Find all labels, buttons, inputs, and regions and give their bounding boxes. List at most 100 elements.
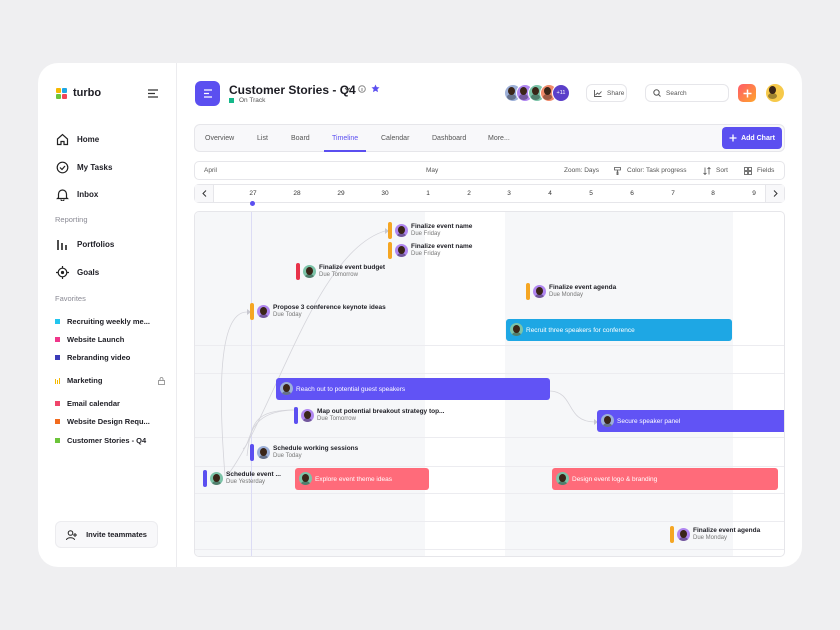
sidebar-item-label: My Tasks <box>77 162 113 172</box>
tab-overview[interactable]: Overview <box>205 135 235 142</box>
milestone-marker <box>250 444 254 461</box>
sidebar-item-my-tasks[interactable]: My Tasks <box>56 161 112 174</box>
day-label: 28 <box>293 190 301 197</box>
project-icon[interactable] <box>195 81 220 106</box>
favorite-label: Rebranding video <box>67 353 131 362</box>
sidebar-item-home[interactable]: Home <box>56 133 99 146</box>
sidebar-item-goals[interactable]: Goals <box>56 265 99 279</box>
task-title: Schedule working sessions <box>273 445 359 452</box>
sidebar-item-inbox[interactable]: Inbox <box>56 188 98 201</box>
chevron-right-icon <box>773 190 778 197</box>
target-icon <box>56 265 69 279</box>
menu-icon[interactable] <box>148 89 159 98</box>
bell-icon <box>56 189 69 201</box>
task-due: Due Friday <box>411 231 441 237</box>
task-due: Due Tomorrow <box>319 272 358 278</box>
assignee-avatar <box>556 472 569 485</box>
more-members-badge[interactable]: +11 <box>552 84 570 102</box>
share-button[interactable]: Share <box>586 84 627 102</box>
member-avatars[interactable]: +11 <box>504 84 584 102</box>
row-divider <box>195 549 784 550</box>
task-title: Propose 3 conference keynote ideas <box>273 304 386 311</box>
favorite-item[interactable]: Marketing <box>55 376 165 385</box>
logo[interactable]: turbo <box>56 87 101 99</box>
chevron-down-icon[interactable] <box>344 87 351 92</box>
zoom-dropdown[interactable]: Zoom: Days <box>564 167 600 174</box>
milestone-marker <box>203 470 207 487</box>
task-bar[interactable]: Design event logo & branding <box>552 468 778 490</box>
tab-calendar[interactable]: Calendar <box>381 135 410 142</box>
search-input[interactable]: Search <box>645 84 729 102</box>
day-label: 7 <box>671 190 675 197</box>
user-avatar[interactable] <box>766 84 784 102</box>
color-dropdown[interactable]: Color: Task progress <box>627 167 687 174</box>
favorite-label: Website Design Requ... <box>67 417 150 426</box>
plus-icon <box>743 89 751 97</box>
today-line <box>251 212 252 556</box>
star-icon[interactable] <box>371 84 380 93</box>
color-dot <box>55 355 60 360</box>
plus-icon <box>729 134 737 142</box>
day-label: 3 <box>507 190 511 197</box>
status-text: On Track <box>239 97 266 104</box>
tab-timeline[interactable]: Timeline <box>324 125 367 152</box>
task-title: Finalize event agenda <box>549 284 617 291</box>
favorite-item[interactable]: Website Design Requ... <box>55 417 165 426</box>
day-label: 27 <box>249 190 257 197</box>
share-icon <box>594 89 602 97</box>
assignee-avatar <box>533 285 546 298</box>
add-chart-button[interactable]: Add Chart <box>722 127 782 149</box>
task-bar[interactable]: Reach out to potential guest speakers <box>276 378 550 400</box>
search-placeholder: Search <box>666 89 687 97</box>
favorite-item[interactable]: Rebranding video <box>55 353 165 362</box>
assignee-avatar <box>601 414 614 427</box>
assignee-avatar <box>257 305 270 318</box>
row-divider <box>195 373 784 374</box>
create-button[interactable] <box>738 84 756 102</box>
color-dot <box>55 401 60 406</box>
day-label: 30 <box>381 190 389 197</box>
sidebar-item-portfolios[interactable]: Portfolios <box>56 238 114 251</box>
sidebar-item-label: Portfolios <box>77 240 115 249</box>
task-bar[interactable]: Explore event theme ideas <box>295 468 429 490</box>
task-bar[interactable]: Recruit three speakers for conference <box>506 319 732 341</box>
tab-list[interactable]: List <box>257 135 268 142</box>
task-title: Finalize event agenda <box>693 527 761 534</box>
tab-dashboard[interactable]: Dashboard <box>432 135 467 142</box>
day-label: 4 <box>548 190 552 197</box>
tab-more[interactable]: More... <box>488 135 510 142</box>
favorite-label: Website Launch <box>67 335 125 344</box>
task-title: Design event logo & branding <box>572 475 658 483</box>
invite-teammates-button[interactable]: Invite teammates <box>55 521 158 548</box>
task-due: Due Monday <box>693 535 728 541</box>
paint-roller-icon <box>614 167 621 175</box>
lock-icon <box>158 376 165 385</box>
color-dot <box>55 337 60 342</box>
task-title: Finalize event name <box>411 223 473 230</box>
info-icon[interactable] <box>358 85 366 93</box>
timeline-canvas: Finalize event name Due Friday Finalize ev… <box>194 211 785 557</box>
assignee-avatar <box>395 224 408 237</box>
day-label: 2 <box>467 190 471 197</box>
color-dot <box>55 319 60 324</box>
favorite-item[interactable]: Recruiting weekly me... <box>55 317 165 326</box>
chevron-left-icon <box>202 190 207 197</box>
bar-chart-icon <box>55 377 60 384</box>
tab-board[interactable]: Board <box>291 135 310 142</box>
favorite-item[interactable]: Customer Stories - Q4 <box>55 436 165 445</box>
favorite-item[interactable]: Website Launch <box>55 335 165 344</box>
sidebar: turbo Home My Tasks Inbox Portfolios Goals R… <box>38 63 177 567</box>
milestone-marker <box>526 283 530 300</box>
favorite-item[interactable]: Email calendar <box>55 399 165 408</box>
day-label: 9 <box>752 190 756 197</box>
sort-icon <box>703 167 711 175</box>
search-icon <box>653 89 661 97</box>
prev-button[interactable] <box>195 185 214 202</box>
task-bar[interactable]: Secure speaker panel <box>597 410 784 432</box>
next-button[interactable] <box>765 185 784 202</box>
task-due: Due Today <box>273 312 302 318</box>
sort-button[interactable]: Sort <box>716 167 728 174</box>
row-divider <box>195 521 784 522</box>
fields-button[interactable]: Fields <box>757 167 775 174</box>
view-tabs: Overview List Board Timeline Calendar Dashboa… <box>194 124 785 152</box>
